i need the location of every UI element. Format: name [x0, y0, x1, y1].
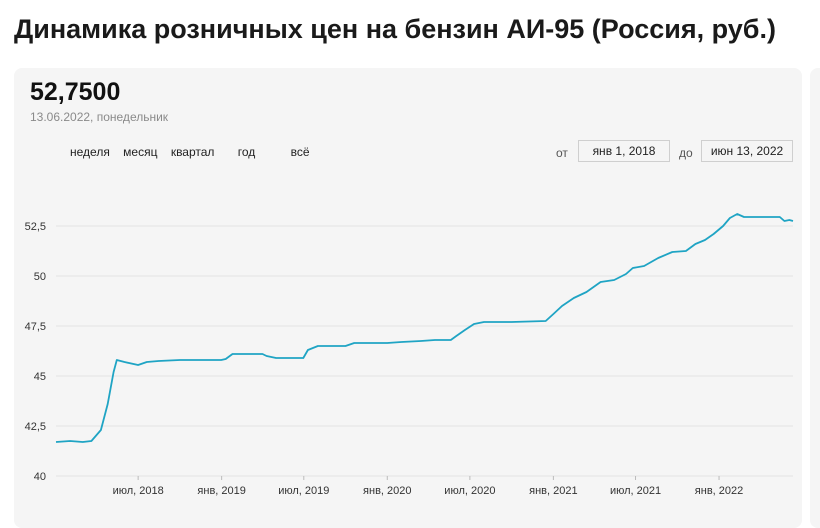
range-from-input[interactable]: янв 1, 2018 — [578, 140, 670, 162]
x-tick-label: июл, 2019 — [278, 485, 329, 497]
chart-card — [14, 68, 802, 528]
next-card-edge — [810, 68, 820, 528]
y-tick-label: 47,5 — [25, 321, 46, 333]
x-tick-label: июл, 2020 — [444, 485, 495, 497]
period-all[interactable]: всё — [290, 145, 310, 159]
y-tick-label: 50 — [34, 271, 46, 283]
x-tick-label: янв, 2020 — [363, 485, 411, 497]
price-series-line — [55, 213, 794, 443]
period-quarter[interactable]: квартал — [170, 145, 215, 159]
x-tick-label: янв, 2022 — [695, 485, 743, 497]
x-tick-label: июл, 2018 — [113, 485, 164, 497]
x-tick-label: янв, 2019 — [197, 485, 245, 497]
range-to-label: до — [679, 146, 693, 160]
y-tick-label: 52,5 — [25, 221, 46, 233]
period-week[interactable]: неделя — [70, 145, 110, 159]
x-tick-label: янв, 2021 — [529, 485, 577, 497]
x-tick-label: июл, 2021 — [610, 485, 661, 497]
y-tick-label: 45 — [34, 371, 46, 383]
y-tick-label: 42,5 — [25, 421, 46, 433]
period-selector: неделя месяц квартал год всё — [66, 145, 316, 159]
range-from-label: от — [556, 146, 568, 160]
y-tick-label: 40 — [34, 471, 46, 483]
period-month[interactable]: месяц — [123, 145, 158, 159]
range-to-input[interactable]: июн 13, 2022 — [701, 140, 793, 162]
page-title: Динамика розничных цен на бензин АИ-95 (… — [14, 14, 776, 44]
period-year[interactable]: год — [237, 145, 256, 159]
current-date: 13.06.2022, понедельник — [30, 110, 169, 124]
current-value: 52,7500 — [30, 78, 121, 106]
